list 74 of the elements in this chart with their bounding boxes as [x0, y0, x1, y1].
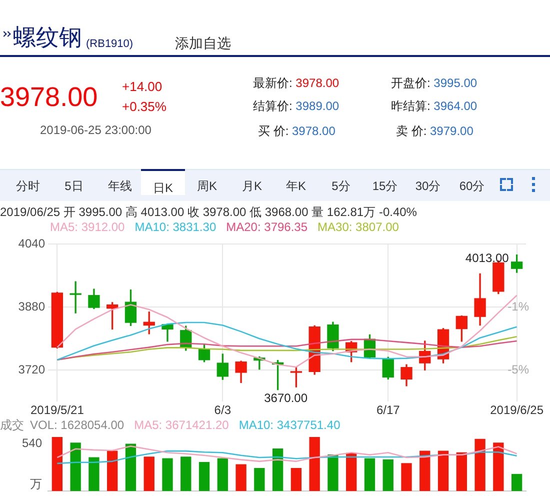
text: 15分 — [371, 178, 399, 194]
bar — [438, 450, 449, 491]
bar — [493, 442, 504, 491]
bar — [198, 462, 210, 491]
annotation: 4013.00 — [465, 251, 510, 266]
text: 添加自选 — [175, 35, 231, 53]
bar — [474, 438, 486, 491]
text: 5日 — [64, 178, 84, 194]
bar — [88, 457, 100, 491]
text: 万 — [29, 477, 42, 491]
bar — [162, 458, 173, 491]
chart-title: 成交 — [0, 418, 24, 432]
text: 60分 — [458, 178, 486, 194]
text: MA20: 3796.35 — [226, 220, 308, 234]
bar — [125, 444, 136, 491]
text: 5分 — [330, 178, 352, 194]
bar — [346, 452, 357, 491]
text: 周K — [196, 178, 218, 194]
bar — [272, 448, 284, 491]
candlestick — [70, 281, 82, 314]
bar — [382, 459, 394, 491]
bar — [144, 456, 154, 491]
text: 年线 — [107, 178, 133, 194]
text: (RB1910) — [86, 38, 134, 50]
x-tick-label: 6/3 — [214, 403, 232, 418]
y-tick-label: 3720 — [18, 362, 46, 376]
text: 3978.00 — [0, 82, 98, 112]
text: 540 — [20, 436, 42, 450]
text: MA5: 3912.00 — [50, 220, 125, 234]
text: +0.35% — [122, 99, 166, 114]
bar — [236, 464, 246, 491]
bar — [420, 450, 430, 491]
text: 最新价: 3978.00 — [253, 76, 340, 90]
bar — [328, 454, 338, 491]
text: 卖 价: 3979.00 — [396, 124, 474, 138]
y-tick-label: 4040 — [18, 236, 46, 251]
chart-title: 2019/06/25 开 3995.00 高 4013.00 收 3978.00 低 3968.00 量 162.81万 -0.40% — [0, 205, 417, 219]
bar — [107, 450, 118, 491]
bar — [364, 458, 376, 491]
y2-tick-label: -1% — [508, 299, 530, 314]
text: 日K — [141, 169, 185, 195]
bar — [309, 437, 320, 491]
bar — [456, 452, 467, 491]
annotation: 3670.00 — [264, 391, 308, 406]
x-tick-label: 2019/6/25 — [490, 403, 544, 418]
y2-tick-label: -5% — [508, 362, 530, 376]
bar — [254, 468, 265, 491]
text: 螺纹钢 — [13, 23, 82, 52]
text: 结算价: 3989.00 — [253, 99, 340, 113]
bar — [217, 458, 228, 491]
bar — [401, 463, 412, 491]
bar — [180, 456, 192, 491]
y-tick-label: 3880 — [18, 299, 46, 314]
x-tick-label: 6/17 — [376, 403, 400, 418]
text: 年K — [284, 178, 307, 194]
bar — [52, 437, 63, 491]
x-tick-label: 2019/5/21 — [30, 403, 84, 418]
series-label: MA10: 3437751.40 — [238, 418, 340, 432]
bar — [70, 442, 81, 491]
text: VOL: 1628054.00 — [30, 418, 124, 432]
text: 2019-06-25 23:00:00 — [40, 123, 152, 137]
bar — [511, 474, 522, 491]
bar — [290, 468, 302, 491]
text: +14.00 — [122, 79, 162, 94]
text: 月K — [240, 178, 263, 194]
text: MA30: 3807.00 — [318, 220, 399, 234]
text: 昨结算: 3964.00 — [391, 99, 478, 113]
series-label: MA5: 3671421.20 — [134, 418, 229, 432]
text: 买 价: — [258, 124, 289, 138]
text: 开盘价: 3995.00 — [391, 76, 478, 90]
text: 30分 — [414, 178, 442, 194]
text: MA10: 3831.30 — [134, 220, 216, 234]
text: 分时 — [15, 178, 41, 194]
text: 3978.00 — [291, 124, 336, 138]
